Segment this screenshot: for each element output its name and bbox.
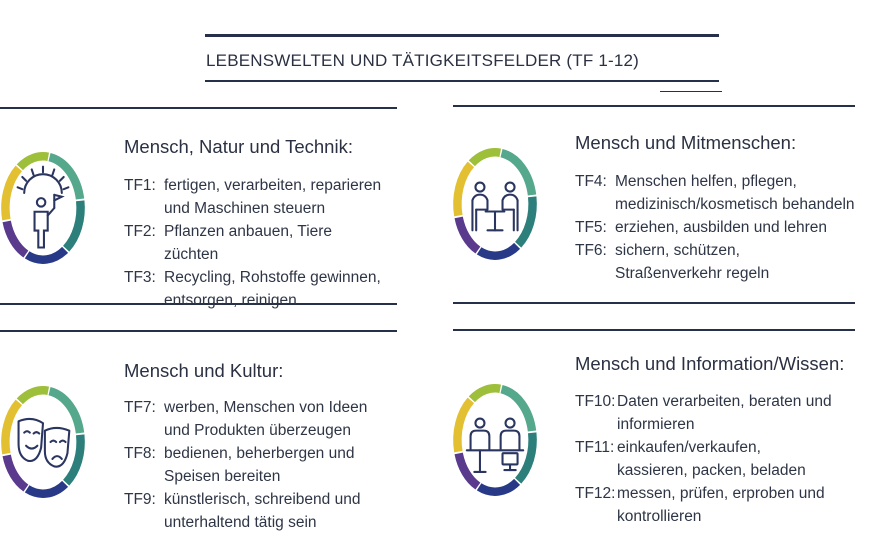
ring-segment — [468, 148, 502, 167]
tf-list: TF1: fertigen, verarbeiten, reparieren un… — [124, 174, 389, 312]
middle-left-rule-1 — [0, 303, 397, 305]
tf-list: TF10: Daten verarbeiten, beraten und info… — [575, 390, 835, 528]
tf-code: TF7: — [124, 399, 156, 416]
tf-code: TF9: — [124, 491, 156, 508]
block-title: Mensch und Mitmenschen: — [575, 132, 797, 153]
ring-segment — [1, 399, 23, 455]
worker-sun-icon — [0, 146, 90, 270]
tf-code: TF8: — [124, 445, 156, 462]
list-item: TF1: fertigen, verarbeiten, reparieren un… — [124, 174, 389, 220]
block-title: Mensch, Natur und Technik: — [124, 136, 353, 157]
ring-segment — [514, 432, 537, 484]
list-item: TF3: Recycling, Rohstoffe gewinnen, entso… — [124, 266, 389, 312]
middle-left-rule-2 — [0, 330, 397, 332]
list-item: TF8: bedienen, beherbergen und Speisen be… — [124, 442, 389, 488]
ring-segment — [2, 454, 29, 492]
tf-code: TF1: — [124, 177, 156, 194]
title-underline-tick — [660, 91, 722, 92]
top-left-rule — [0, 107, 397, 109]
ring-segment — [476, 242, 521, 260]
title-top-rule — [205, 34, 719, 37]
tf-code: TF2: — [124, 223, 156, 240]
list-item: TF5: erziehen, ausbilden und lehren — [575, 216, 860, 239]
theater-masks-icon — [0, 380, 90, 504]
tf-code: TF6: — [575, 242, 607, 259]
list-item: TF6: sichern, schützen, Straßenverkehr re… — [575, 239, 860, 285]
tf-code: TF5: — [575, 219, 607, 236]
middle-right-rule-1 — [453, 302, 855, 304]
tf-code: TF3: — [124, 269, 156, 286]
tf-text: sichern, schützen, Straßenverkehr regeln — [615, 242, 770, 282]
list-item: TF4: Menschen helfen, pflegen, medizinisc… — [575, 170, 860, 216]
ring-segment — [454, 452, 481, 490]
ring-segment — [16, 152, 50, 171]
ring-segment — [48, 386, 85, 434]
ring-segment — [454, 216, 481, 254]
tf-text: Menschen helfen, pflegen, medizinisch/ko… — [615, 173, 855, 213]
ring-segment — [16, 386, 50, 405]
ring-segment — [500, 148, 537, 196]
tf-text: bedienen, beherbergen und Speisen bereit… — [164, 445, 355, 485]
block-title: Mensch und Kultur: — [124, 360, 284, 381]
ring-segment — [453, 161, 475, 217]
tf-text: fertigen, verarbeiten, reparieren und Ma… — [164, 177, 382, 217]
people-computer-icon — [448, 378, 542, 502]
tf-text: einkaufen/verkaufen, kassieren, packen, … — [617, 439, 806, 479]
block-title: Mensch und Information/Wissen: — [575, 353, 845, 374]
ring-segment — [1, 165, 23, 221]
ring-segment — [468, 384, 502, 403]
ring-segment — [62, 434, 85, 486]
list-item: TF2: Pflanzen anbauen, Tiere züchten — [124, 220, 389, 266]
list-item: TF11: einkaufen/verkaufen, kassieren, pac… — [575, 436, 835, 482]
list-item: TF9: künstlerisch, schreibend und unterha… — [124, 488, 389, 534]
tf-code: TF4: — [575, 173, 607, 190]
list-item: TF7: werben, Menschen von Ideen und Produ… — [124, 396, 389, 442]
tf-text: Recycling, Rohstoffe gewinnen, entsorgen… — [164, 269, 381, 309]
tf-text: werben, Menschen von Ideen und Produkten… — [164, 399, 368, 439]
two-people-table-icon — [448, 142, 542, 266]
top-right-rule — [453, 105, 855, 107]
list-item: TF10: Daten verarbeiten, beraten und info… — [575, 390, 835, 436]
tf-list: TF4: Menschen helfen, pflegen, medizinisc… — [575, 170, 860, 285]
middle-right-rule-2 — [453, 329, 855, 331]
tf-text: Daten verarbeiten, beraten und informier… — [617, 393, 832, 433]
tf-list: TF7: werben, Menschen von Ideen und Produ… — [124, 396, 389, 534]
tf-text: messen, prüfen, erproben und kontrollier… — [617, 485, 825, 525]
ring-segment — [24, 246, 69, 264]
ring-segment — [500, 384, 537, 432]
ring-segment — [476, 478, 521, 496]
tf-code: TF11: — [575, 439, 615, 456]
ring-segment — [453, 397, 475, 453]
ring-segment — [24, 480, 69, 498]
ring-segment — [62, 200, 85, 252]
tf-text: künstlerisch, schreibend und unterhalten… — [164, 491, 361, 531]
ring-segment — [514, 196, 537, 248]
title-bottom-rule — [205, 80, 719, 82]
page-title: LEBENSWELTEN UND TÄTIGKEITSFELDER (TF 1-… — [206, 51, 640, 70]
tf-code: TF10: — [575, 393, 616, 410]
ring-segment — [48, 152, 85, 200]
tf-text: erziehen, ausbilden und lehren — [615, 219, 827, 236]
list-item: TF12: messen, prüfen, erproben und kontro… — [575, 482, 835, 528]
tf-text: Pflanzen anbauen, Tiere züchten — [164, 223, 333, 263]
tf-code: TF12: — [575, 485, 616, 502]
ring-segment — [2, 220, 29, 258]
